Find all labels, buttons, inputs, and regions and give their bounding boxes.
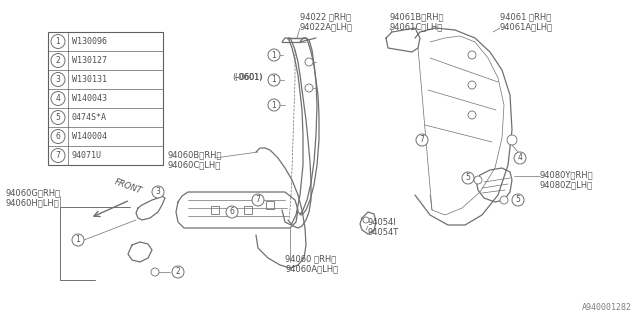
Circle shape	[363, 217, 369, 223]
Text: 94022 〈RH〉: 94022 〈RH〉	[300, 12, 351, 21]
Circle shape	[72, 234, 84, 246]
Circle shape	[462, 172, 474, 184]
Text: 94054T: 94054T	[368, 228, 399, 237]
Text: 5: 5	[56, 113, 60, 122]
Bar	[211, 206, 219, 214]
Text: 94061B〈RH〉: 94061B〈RH〉	[390, 12, 445, 21]
Text: 6: 6	[230, 207, 234, 217]
Circle shape	[500, 196, 508, 204]
Circle shape	[252, 194, 264, 206]
Text: A940001282: A940001282	[582, 303, 632, 312]
Bar	[244, 206, 252, 214]
Text: 3: 3	[156, 188, 161, 196]
Circle shape	[416, 134, 428, 146]
Circle shape	[268, 99, 280, 111]
Text: 94080Z〈LH〉: 94080Z〈LH〉	[540, 180, 593, 189]
Text: 94054I: 94054I	[368, 218, 397, 227]
Text: 2: 2	[175, 268, 180, 276]
Text: 2: 2	[56, 56, 60, 65]
Circle shape	[152, 186, 164, 198]
Text: 5: 5	[465, 173, 470, 182]
Bar	[48, 32, 163, 165]
Circle shape	[51, 35, 65, 49]
Circle shape	[468, 51, 476, 59]
Text: 1: 1	[271, 100, 276, 109]
Text: 1: 1	[271, 76, 276, 84]
Text: 4: 4	[56, 94, 60, 103]
Text: 6: 6	[56, 132, 60, 141]
Text: 94060B〈RH〉: 94060B〈RH〉	[168, 150, 223, 159]
Circle shape	[51, 148, 65, 163]
Text: (-0601): (-0601)	[233, 73, 263, 82]
Text: 94061C〈LH〉: 94061C〈LH〉	[390, 22, 444, 31]
Text: 1: 1	[271, 51, 276, 60]
Text: 94060H〈LH〉: 94060H〈LH〉	[5, 198, 59, 207]
Circle shape	[51, 73, 65, 86]
Text: 3: 3	[56, 75, 60, 84]
Circle shape	[172, 266, 184, 278]
Text: FRONT: FRONT	[113, 178, 143, 196]
Circle shape	[305, 84, 313, 92]
Circle shape	[468, 81, 476, 89]
Text: 94060A〈LH〉: 94060A〈LH〉	[285, 264, 338, 273]
Circle shape	[51, 130, 65, 143]
Text: 94061 〈RH〉: 94061 〈RH〉	[500, 12, 551, 21]
Text: W130096: W130096	[72, 37, 107, 46]
Text: 94080Y〈RH〉: 94080Y〈RH〉	[540, 170, 594, 179]
Circle shape	[268, 74, 280, 86]
Text: 7: 7	[420, 135, 424, 145]
Text: 0474S*A: 0474S*A	[72, 113, 107, 122]
Text: 1: 1	[56, 37, 60, 46]
Text: 4: 4	[518, 154, 522, 163]
Text: 94022A〈LH〉: 94022A〈LH〉	[300, 22, 353, 31]
Circle shape	[151, 268, 159, 276]
Text: 5: 5	[516, 196, 520, 204]
Circle shape	[268, 49, 280, 61]
Text: 7: 7	[56, 151, 60, 160]
Circle shape	[514, 152, 526, 164]
Text: (-0601): (-0601)	[234, 73, 262, 82]
Text: 94060G〈RH〉: 94060G〈RH〉	[5, 188, 60, 197]
Text: W130131: W130131	[72, 75, 107, 84]
Text: W140043: W140043	[72, 94, 107, 103]
Text: W130127: W130127	[72, 56, 107, 65]
Circle shape	[507, 135, 517, 145]
Text: 94060C〈LH〉: 94060C〈LH〉	[168, 160, 221, 169]
Circle shape	[51, 92, 65, 106]
Circle shape	[51, 110, 65, 124]
Text: 94071U: 94071U	[72, 151, 102, 160]
Circle shape	[51, 53, 65, 68]
Circle shape	[474, 176, 482, 184]
Circle shape	[468, 111, 476, 119]
Circle shape	[226, 206, 238, 218]
Text: 7: 7	[255, 196, 260, 204]
Text: W140004: W140004	[72, 132, 107, 141]
Text: 1: 1	[76, 236, 81, 244]
Circle shape	[512, 194, 524, 206]
Circle shape	[305, 58, 313, 66]
Text: 94061A〈LH〉: 94061A〈LH〉	[500, 22, 553, 31]
Bar	[266, 201, 274, 209]
Text: 94060 〈RH〉: 94060 〈RH〉	[285, 254, 336, 263]
